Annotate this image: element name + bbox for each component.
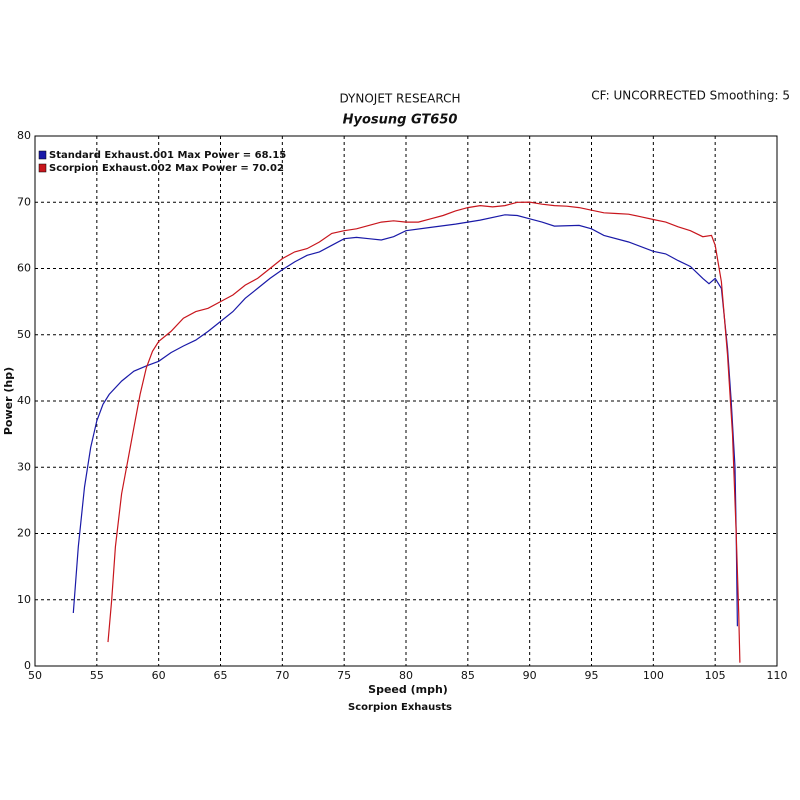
x-tick-label: 80 [399, 669, 413, 682]
x-tick-label: 85 [461, 669, 475, 682]
x-tick-label: 65 [214, 669, 228, 682]
legend-swatch [38, 150, 47, 160]
plot-frame [34, 135, 778, 667]
y-axis-label: Power (hp) [2, 367, 15, 435]
line-series [107, 201, 741, 663]
x-tick-label: 55 [90, 669, 104, 682]
y-tick-label: 30 [17, 460, 31, 473]
x-tick-label: 110 [767, 669, 788, 682]
x-tick-label: 90 [523, 669, 537, 682]
x-tick-label: 70 [275, 669, 289, 682]
line-series [72, 214, 738, 627]
x-tick-label: 60 [152, 669, 166, 682]
y-tick-label: 40 [17, 394, 31, 407]
x-tick-label: 50 [28, 669, 42, 682]
legend-label: Scorpion Exhaust.002 Max Power = 70.02 [49, 163, 284, 174]
y-tick-label: 50 [17, 328, 31, 341]
chart-title: DYNOJET RESEARCH [339, 92, 460, 106]
annotation: CF: UNCORRECTED Smoothing: 5 [591, 89, 790, 103]
legend-label: Standard Exhaust.001 Max Power = 68.15 [49, 150, 286, 161]
y-tick-label: 10 [17, 593, 31, 606]
y-tick-label: 80 [17, 129, 31, 142]
legend-swatch [38, 163, 47, 173]
footer: Scorpion Exhausts [348, 702, 452, 713]
x-tick-label: 100 [643, 669, 664, 682]
x-tick-label: 75 [337, 669, 351, 682]
y-tick-label: 60 [17, 262, 31, 275]
y-tick-label: 20 [17, 527, 31, 540]
chart-subtitle: Hyosung GT650 [343, 113, 458, 128]
x-tick-label: 105 [705, 669, 726, 682]
y-tick-label: 0 [24, 659, 31, 672]
x-axis-label: Speed (mph) [368, 683, 448, 696]
x-tick-label: 95 [585, 669, 599, 682]
y-tick-label: 70 [17, 195, 31, 208]
